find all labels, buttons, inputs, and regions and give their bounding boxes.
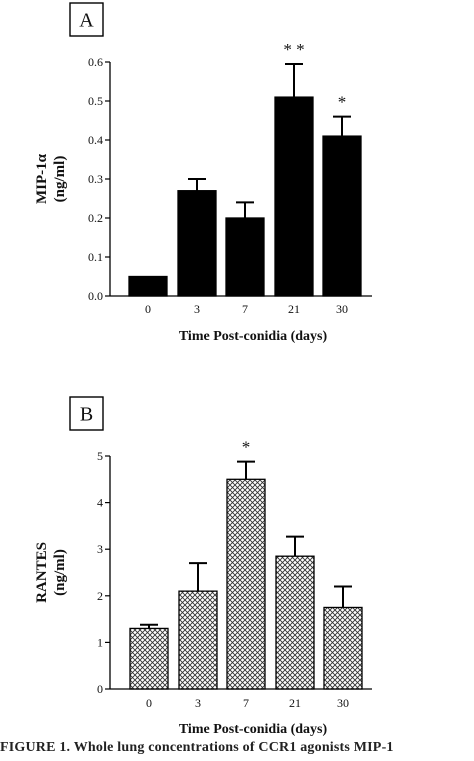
- x-tick-label-a-21: 21: [288, 302, 300, 316]
- y-tick-label-a: 0.6: [88, 55, 103, 69]
- panel-label-box-b: [69, 396, 104, 431]
- y-tick-label-b: 3: [97, 542, 103, 556]
- y-tick-label-a: 0.0: [88, 289, 103, 303]
- x-tick-label-b-7: 7: [243, 696, 249, 710]
- panel-label-a: A: [79, 10, 94, 32]
- y-tick-label-a: 0.5: [88, 94, 103, 108]
- panel-a-chart: A 0.0 0.1 0.2 0.3 0.4 0.5 0.6 MIP-1α (ng/ml) 0 3 7 * …: [34, 2, 372, 344]
- significance-marker-a-30: *: [338, 93, 347, 112]
- y-axis-title-line2-a: (ng/ml): [52, 156, 68, 203]
- y-tick-label-b: 1: [97, 635, 103, 649]
- x-tick-label-a-30: 30: [336, 302, 348, 316]
- y-tick-label-b: 2: [97, 589, 103, 603]
- bar-a-3: [177, 190, 217, 297]
- bar-b-7: [226, 478, 266, 690]
- x-tick-label-b-0: 0: [146, 696, 152, 710]
- bar-b-21: [275, 555, 315, 690]
- panel-label-box-a: [69, 2, 104, 37]
- bar-a-30: [322, 135, 362, 297]
- y-axis-title-a: MIP-1α (ng/ml): [34, 153, 68, 204]
- y-tick-label-a: 0.3: [88, 172, 103, 186]
- x-tick-label-a-0: 0: [145, 302, 151, 316]
- y-tick-label-b: 4: [97, 496, 103, 510]
- x-tick-label-a-7: 7: [242, 302, 248, 316]
- y-tick-label-a: 0.1: [88, 250, 103, 264]
- bar-b-30: [323, 606, 363, 690]
- figure-caption: FIGURE 1. Whole lung concentrations of C…: [0, 740, 394, 755]
- x-tick-label-b-3: 3: [195, 696, 201, 710]
- x-axis-title-a: Time Post-conidia (days): [179, 329, 328, 344]
- x-axis-title-b: Time Post-conidia (days): [179, 722, 328, 737]
- y-tick-label-a: 0.2: [88, 211, 103, 225]
- significance-marker-b-7: *: [242, 438, 251, 457]
- x-tick-label-a-3: 3: [194, 302, 200, 316]
- panel-b-chart: B 0 1 2 3 4 5 RANTES (ng/ml) 0 3 * 7 21 30 Time Post-co…: [34, 396, 372, 737]
- bar-a-7: [225, 217, 265, 297]
- y-tick-label-b: 0: [97, 682, 103, 696]
- bar-a-21: [274, 96, 314, 297]
- significance-marker-a-21: * *: [283, 40, 304, 59]
- y-axis-title-line1-a: MIP-1α: [34, 153, 50, 204]
- y-tick-label-a: 0.4: [88, 133, 103, 147]
- x-tick-label-b-21: 21: [289, 696, 301, 710]
- bar-b-3: [178, 590, 218, 690]
- x-tick-label-b-30: 30: [337, 696, 349, 710]
- panel-label-b: B: [80, 404, 93, 426]
- y-axis-title-line1-b: RANTES: [34, 542, 50, 603]
- y-axis-title-b: RANTES (ng/ml): [34, 542, 68, 603]
- bar-a-0: [128, 275, 168, 297]
- y-tick-label-b: 5: [97, 449, 103, 463]
- bar-b-0: [129, 627, 169, 690]
- y-axis-title-line2-b: (ng/ml): [52, 549, 68, 596]
